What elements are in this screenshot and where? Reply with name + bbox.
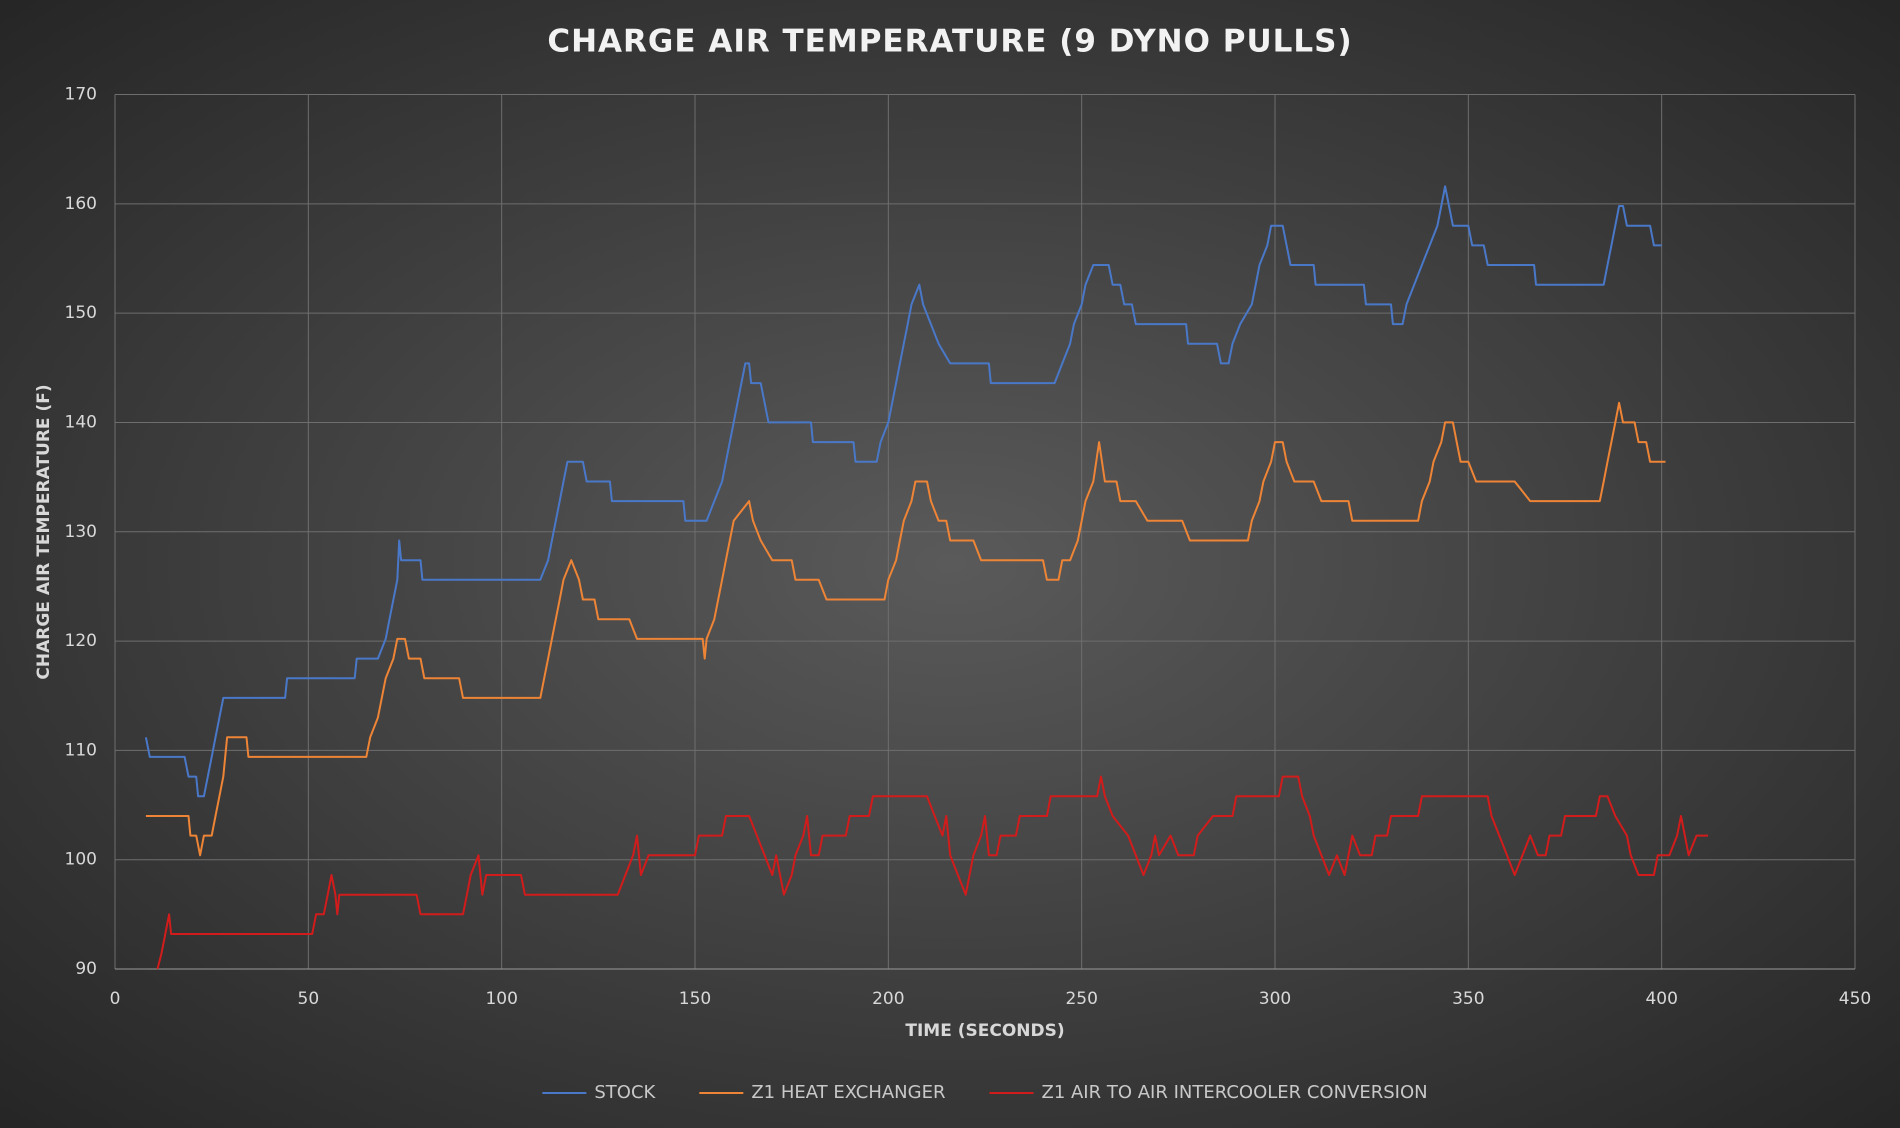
x-tick-label: 300 (1259, 989, 1291, 1009)
series-line (145, 401, 1666, 857)
series-line (144, 185, 1662, 798)
legend-label: Z1 HEAT EXCHANGER (751, 1082, 945, 1103)
y-tick-label: 100 (65, 850, 97, 870)
chart-title: CHARGE AIR TEMPERATURE (9 DYNO PULLS) (547, 24, 1352, 60)
series-line (156, 775, 1709, 970)
x-tick-label: 350 (1452, 989, 1484, 1009)
x-tick-label: 250 (1065, 989, 1097, 1009)
y-axis-title: CHARGE AIR TEMPERATURE (F) (34, 384, 54, 679)
y-tick-label: 110 (65, 740, 97, 760)
x-axis-title: TIME (SECONDS) (905, 1021, 1064, 1041)
x-tick-label: 100 (485, 989, 517, 1009)
y-tick-label: 120 (65, 631, 97, 651)
x-tick-label: 200 (872, 989, 904, 1009)
x-tick-label: 50 (298, 989, 320, 1009)
legend-label: Z1 AIR TO AIR INTERCOOLER CONVERSION (1041, 1082, 1427, 1103)
x-tick-label: 400 (1645, 989, 1677, 1009)
y-tick-label: 160 (65, 194, 97, 214)
legend: STOCK Z1 HEAT EXCHANGER Z1 AIR TO AIR INTE… (542, 1082, 1428, 1103)
plot (144, 185, 1709, 970)
y-tick-label: 140 (65, 412, 97, 432)
y-tick-label: 170 (65, 85, 97, 105)
y-tick-label: 90 (75, 959, 97, 979)
y-tick-label: 130 (65, 522, 97, 542)
x-tick-label: 150 (679, 989, 711, 1009)
grid: 90 100 110 120 130 140 150 160 170 0 50 100 150 200 25… (65, 85, 1872, 1010)
x-tick-label: 450 (1839, 989, 1871, 1009)
y-tick-label: 150 (65, 303, 97, 323)
legend-label: STOCK (594, 1082, 656, 1103)
x-tick-label: 0 (110, 989, 121, 1009)
